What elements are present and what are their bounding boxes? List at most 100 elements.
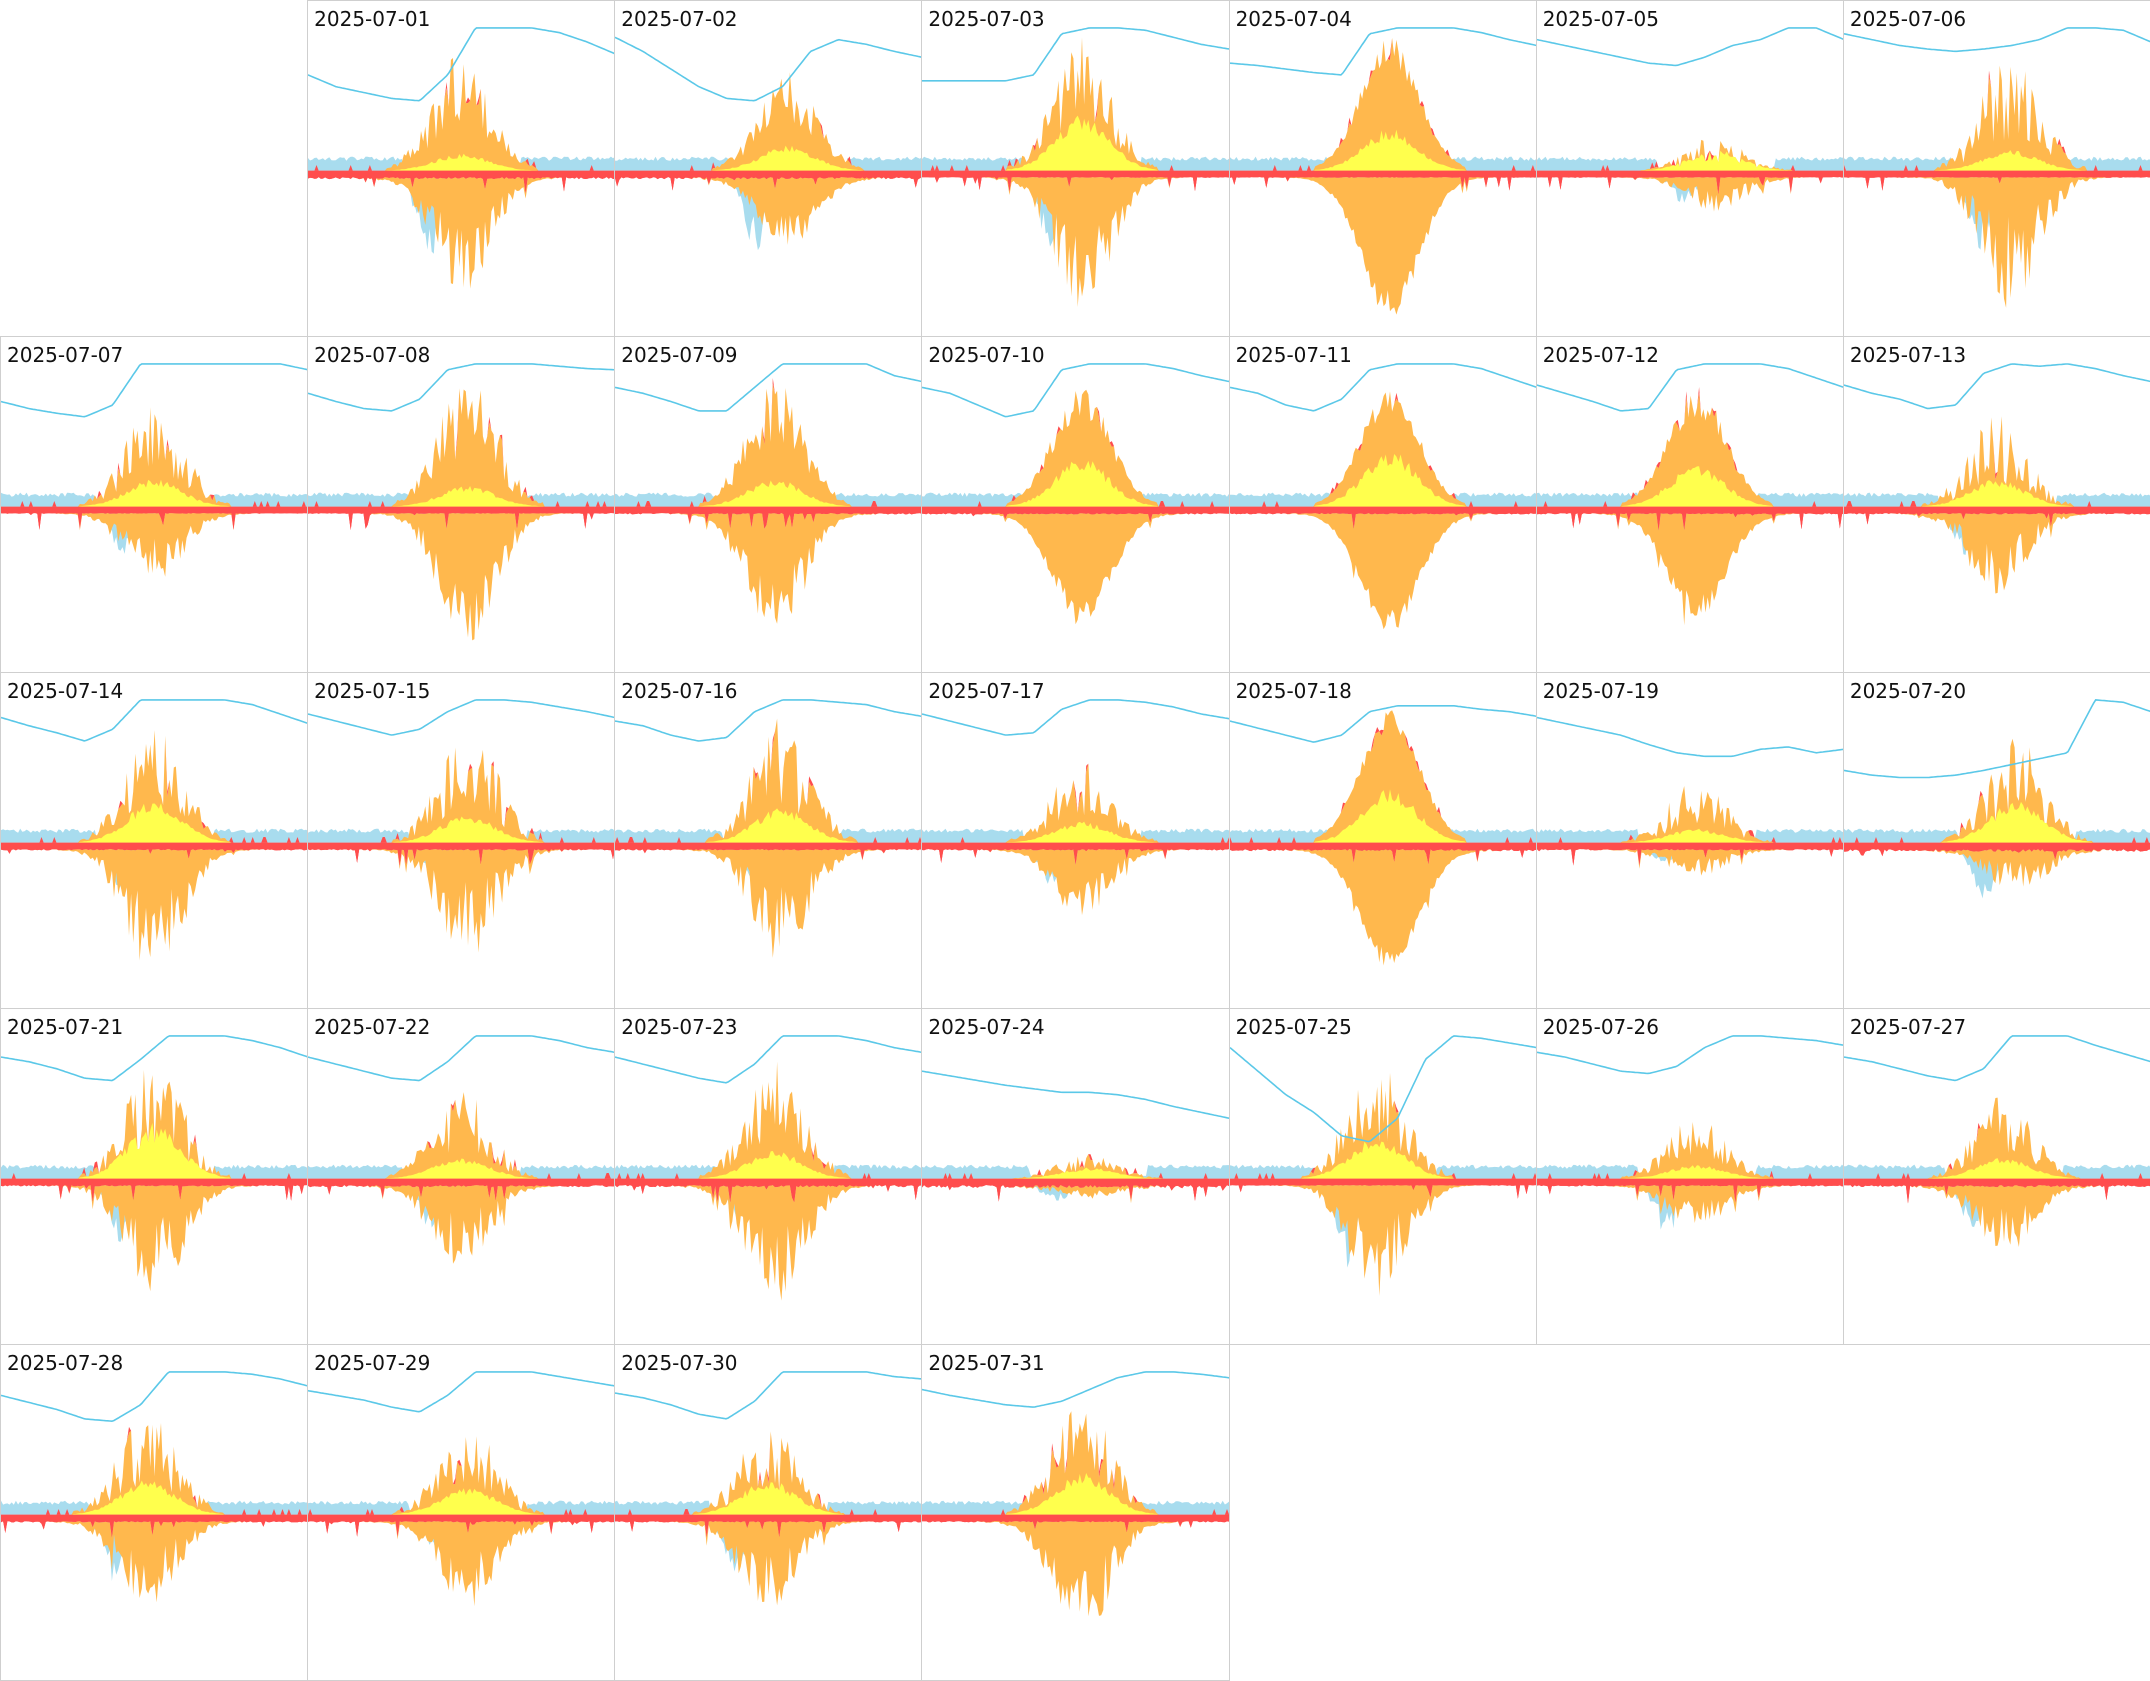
- grid-export-area: [1, 1521, 308, 1603]
- solar-production-area: [1, 407, 308, 507]
- grid-band-overlay: [615, 170, 922, 191]
- self-consumption-area: [1536, 828, 1843, 843]
- solar-production-area: [922, 389, 1229, 507]
- solar-production-area: [922, 1411, 1229, 1515]
- self-consumption-area: [1536, 150, 1843, 171]
- grid-band-overlay: [1843, 1178, 2150, 1204]
- grid-band-overlay: [1843, 506, 2150, 527]
- state-of-charge-line: [1229, 1035, 1536, 1143]
- state-of-charge-line: [1843, 1035, 2150, 1082]
- self-consumption-area: [1229, 454, 1536, 507]
- day-date-label: 2025-07-13: [1849, 343, 1967, 367]
- day-panel: 2025-07-26: [1535, 1008, 1844, 1345]
- state-of-charge-line: [922, 699, 1229, 736]
- solar-production-area: [1536, 1122, 1843, 1179]
- day-chart: [1, 1371, 308, 1603]
- solar-production-area: [615, 1061, 922, 1179]
- solar-production-area: [1229, 1072, 1536, 1179]
- battery-discharge-area: [615, 1500, 922, 1515]
- battery-discharge-area: [1536, 828, 1843, 843]
- day-panel: 2025-07-31: [921, 1344, 1230, 1681]
- day-panel: 2025-07-29: [307, 1344, 616, 1681]
- day-panel: 2025-07-15: [307, 672, 616, 1009]
- day-panel: 2025-07-03: [921, 0, 1230, 337]
- day-panel: 2025-07-22: [307, 1008, 616, 1345]
- day-panel: 2025-07-21: [0, 1008, 309, 1345]
- self-consumption-area: [1536, 466, 1843, 507]
- day-chart: [922, 1070, 1229, 1204]
- solar-production-area: [615, 72, 922, 171]
- day-panel: 2025-07-12: [1535, 336, 1844, 673]
- day-date-label: 2025-07-23: [621, 1015, 738, 1039]
- state-of-charge-line: [922, 363, 1229, 418]
- self-consumption-area: [308, 153, 615, 171]
- day-panel: 2025-07-27: [1842, 1008, 2150, 1345]
- state-of-charge-line: [1536, 1035, 1843, 1075]
- battery-charge-area: [1843, 848, 2150, 899]
- day-panel: 2025-07-23: [614, 1008, 923, 1345]
- state-of-charge-line: [615, 1371, 922, 1420]
- day-date-label: 2025-07-14: [7, 679, 124, 703]
- battery-discharge-area: [1843, 828, 2150, 843]
- day-date-label: 2025-07-12: [1542, 343, 1659, 367]
- grid-export-area: [922, 848, 1229, 916]
- grid-export-area: [1, 512, 308, 577]
- day-chart: [615, 363, 922, 624]
- solar-production-area: [308, 58, 615, 171]
- day-date-label: 2025-07-29: [314, 1351, 431, 1375]
- grid-band-overlay: [922, 506, 1229, 523]
- grid-export-area: [615, 512, 922, 624]
- grid-export-area: [308, 512, 615, 641]
- grid-band-overlay: [922, 1178, 1229, 1202]
- grid-export-area: [308, 176, 615, 289]
- day-chart: [922, 27, 1229, 307]
- self-consumption-area: [615, 480, 922, 507]
- battery-discharge-area: [1536, 156, 1843, 171]
- day-chart: [308, 363, 615, 641]
- state-of-charge-line: [1843, 363, 2150, 410]
- solar-production-area: [1843, 65, 2150, 171]
- day-chart: [922, 699, 1229, 916]
- solar-production-area: [308, 1436, 615, 1515]
- self-consumption-area: [1, 1480, 308, 1515]
- solar-production-area: [922, 37, 1229, 171]
- grid-band-overlay: [308, 170, 615, 194]
- solar-production-area: [615, 718, 922, 843]
- solar-production-area: [1536, 392, 1843, 507]
- day-date-label: 2025-07-04: [1235, 7, 1352, 31]
- grid-export-area: [1536, 513, 1843, 626]
- grid-band-overlay: [308, 842, 615, 866]
- grid-export-area: [922, 1520, 1229, 1617]
- day-date-label: 2025-07-27: [1849, 1015, 1967, 1039]
- state-of-charge-line: [922, 1371, 1229, 1408]
- state-of-charge-line: [615, 363, 922, 412]
- grid-band-overlay: [1229, 506, 1536, 529]
- grid-export-area: [1843, 176, 2150, 308]
- state-of-charge-line: [1229, 363, 1536, 412]
- state-of-charge-line: [308, 363, 615, 412]
- grid-export-area: [1843, 848, 2150, 887]
- grid-band-overlay: [922, 1514, 1229, 1533]
- day-date-label: 2025-07-16: [621, 679, 738, 703]
- day-chart: [1229, 1035, 1536, 1296]
- grid-band-overlay: [1, 1514, 308, 1538]
- day-panel: 2025-07-02: [614, 0, 923, 337]
- state-of-charge-line: [308, 1371, 615, 1413]
- battery-discharge-area: [1843, 492, 2150, 507]
- solar-production-area: [1229, 37, 1536, 171]
- solar-production-area: [1, 730, 308, 843]
- grid-export-area: [922, 176, 1229, 307]
- state-of-charge-line: [1, 1035, 308, 1082]
- battery-discharge-area: [1843, 1164, 2150, 1179]
- grid-export-area: [308, 848, 615, 953]
- grid-export-area: [308, 1521, 615, 1607]
- grid-band-overlay: [1536, 842, 1843, 866]
- self-consumption-area: [1843, 1158, 2150, 1179]
- grid-export-area: [615, 1520, 922, 1606]
- day-panel: 2025-07-28: [0, 1344, 309, 1681]
- day-panel: 2025-07-09: [614, 336, 923, 673]
- day-panel: 2025-07-30: [614, 1344, 923, 1681]
- state-of-charge-line: [1536, 716, 1843, 758]
- solar-production-area: [1843, 1097, 2150, 1179]
- day-chart: [1229, 27, 1536, 315]
